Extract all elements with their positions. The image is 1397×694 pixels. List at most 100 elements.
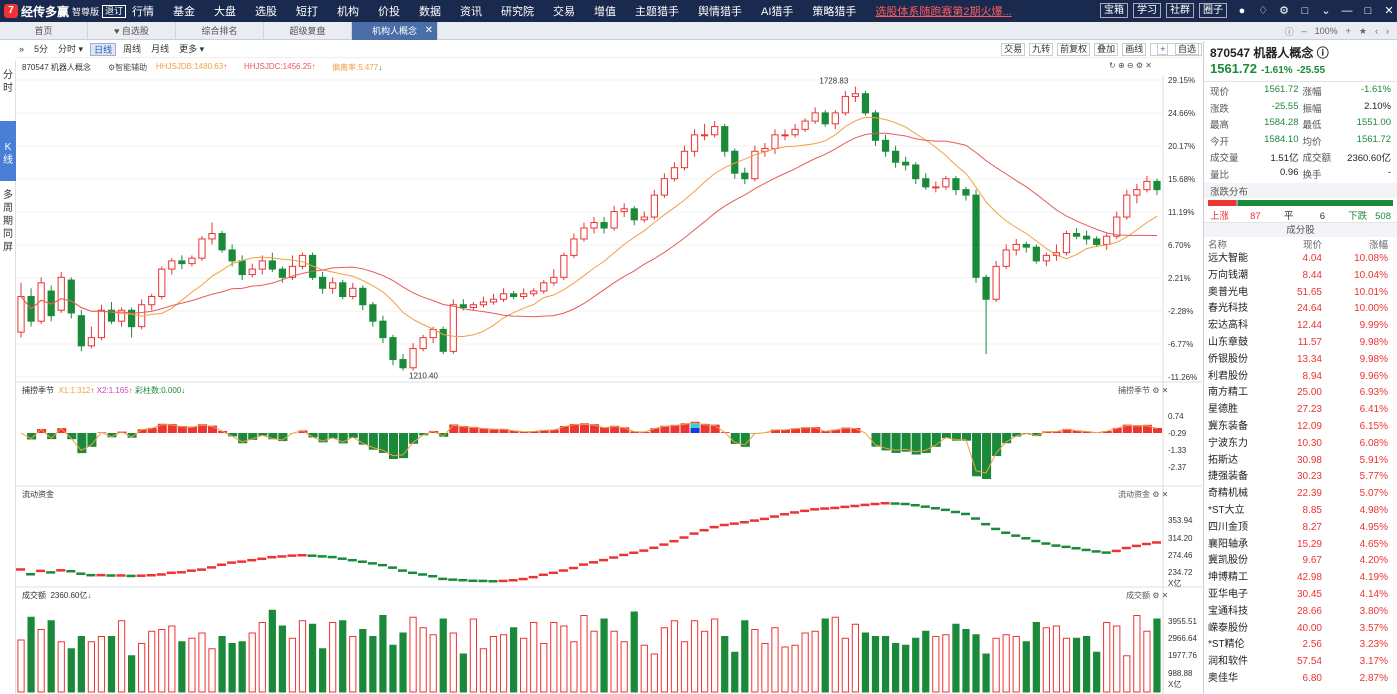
community-button[interactable]: 社群 (1166, 3, 1194, 18)
menu-item[interactable]: 研究院 (501, 6, 534, 18)
menu-item[interactable]: 舆情猎手 (698, 6, 742, 18)
app-logo[interactable]: 7 经传多赢 智尊版 退订 (0, 3, 132, 20)
app-tag[interactable]: 退订 (102, 4, 127, 18)
stock-row[interactable]: 侨银股份 13.34 9.98% (1204, 352, 1397, 369)
smart-assist[interactable]: ⚙智能辅助 (108, 62, 147, 73)
stock-row[interactable]: 远大智能 4.04 10.08% (1204, 251, 1397, 268)
menu-item[interactable]: 机构 (337, 6, 359, 18)
tab-robot-concept[interactable]: 机构人概念 ✕ (352, 21, 438, 40)
info-icon[interactable]: ⓘ (1284, 26, 1294, 37)
draw-button[interactable]: 画线 (1122, 43, 1147, 56)
stock-row[interactable]: 嵘泰股份 40.00 3.57% (1204, 621, 1397, 638)
close-icon[interactable]: ✕ (1161, 386, 1169, 395)
zoom-out-icon[interactable]: – (1301, 26, 1307, 36)
tab-home[interactable]: 首页 (0, 21, 88, 40)
news-marquee[interactable]: 选股体系随跑赛第2期火爆... (875, 6, 1012, 18)
zoom-in-icon[interactable]: + (1345, 26, 1351, 36)
trade-button[interactable]: 交易 (1001, 43, 1026, 56)
stock-row[interactable]: *ST精伦 2.56 3.23% (1204, 637, 1397, 654)
chevron-right-icon[interactable]: › (1386, 26, 1389, 36)
chart-area[interactable]: 870547 机器人概念 ⚙智能辅助 HHJSJDB:1480.63↑ HHJS… (16, 58, 1202, 694)
col-change[interactable]: 涨幅 (1368, 240, 1388, 251)
stock-row[interactable]: 坤博精工 42.98 4.19% (1204, 570, 1397, 587)
stock-row[interactable]: 奇精机械 22.39 5.07% (1204, 486, 1397, 503)
vtab-multi-period[interactable]: 多周期同屏 (0, 181, 16, 271)
stock-row[interactable]: 奥普光电 51.65 10.01% (1204, 285, 1397, 302)
menu-item[interactable]: 数据 (419, 6, 441, 18)
stock-row[interactable]: 星德胜 27.23 6.41% (1204, 402, 1397, 419)
period-daily[interactable]: 日线 (90, 42, 117, 56)
menu-item[interactable]: 主题猎手 (635, 6, 679, 18)
stock-row[interactable]: 冀东装备 12.09 6.15% (1204, 419, 1397, 436)
close-icon[interactable]: ✕ (1161, 490, 1169, 499)
stock-row[interactable]: 宁波东力 10.30 6.08% (1204, 436, 1397, 453)
period-more[interactable]: 更多 ▾ (179, 43, 205, 54)
minimize-icon[interactable]: — (1341, 4, 1353, 17)
stock-row[interactable]: 万向钱潮 8.44 10.04% (1204, 268, 1397, 285)
expand-icon[interactable]: » (19, 43, 25, 54)
close-icon[interactable]: ✕ (1145, 61, 1152, 70)
tab-close-icon[interactable]: ✕ (424, 24, 433, 36)
period-monthly[interactable]: 月线 (151, 43, 170, 54)
close-icon[interactable]: ✕ (1161, 591, 1169, 600)
menu-item[interactable]: 选股 (255, 6, 277, 18)
vtab-kline[interactable]: K线 (0, 121, 16, 181)
circle-button[interactable]: 圈子 (1199, 3, 1227, 18)
menu-item[interactable]: 短打 (296, 6, 318, 18)
stock-row[interactable]: 襄阳轴承 15.29 4.65% (1204, 537, 1397, 554)
tab-watchlist[interactable]: ♥ 自选股 (88, 21, 176, 40)
menu-item[interactable]: 行情 (132, 6, 154, 18)
pin-icon[interactable]: ★ (1358, 25, 1367, 36)
bell-icon[interactable]: ♢ (1258, 4, 1268, 17)
chevron-left-icon[interactable]: ‹ (1375, 26, 1378, 36)
chevron-down-icon[interactable]: ⌄ (1321, 4, 1331, 17)
zoom-out-icon[interactable]: ⊖ (1126, 61, 1134, 70)
col-price[interactable]: 现价 (1302, 240, 1322, 251)
gear-icon[interactable]: ⚙ (1152, 591, 1160, 600)
adjust-button[interactable]: 前复权 (1057, 43, 1091, 56)
gear-icon[interactable]: ⚙ (1279, 4, 1289, 17)
stock-row[interactable]: 冀凯股份 9.67 4.20% (1204, 553, 1397, 570)
gear-icon[interactable]: ⚙ (1152, 490, 1160, 499)
treasure-button[interactable]: 宝箱 (1100, 3, 1128, 18)
stock-row[interactable]: 南方精工 25.00 6.93% (1204, 385, 1397, 402)
nine-turn-button[interactable]: 九转 (1029, 43, 1054, 56)
stock-row[interactable]: 利君股份 8.94 9.96% (1204, 369, 1397, 386)
stock-row[interactable]: 春光科技 24.64 10.00% (1204, 301, 1397, 318)
col-name[interactable]: 名称 (1208, 240, 1228, 251)
learn-button[interactable]: 学习 (1133, 3, 1161, 18)
maximize-icon[interactable]: □ (1364, 4, 1372, 17)
tab-review[interactable]: 超级复盘 (264, 21, 352, 40)
add-watchlist-button[interactable]: + 自选 (1150, 43, 1202, 56)
stock-row[interactable]: 润和软件 57.54 3.17% (1204, 654, 1397, 671)
menu-item[interactable]: 资讯 (460, 6, 482, 18)
menu-item[interactable]: 策略猎手 (812, 6, 857, 18)
stock-row[interactable]: 亚华电子 30.45 4.14% (1204, 587, 1397, 604)
stock-row[interactable]: 捷强装备 30.23 5.77% (1204, 469, 1397, 486)
stock-row[interactable]: 山东章鼓 11.57 9.98% (1204, 335, 1397, 352)
vtab-intraday[interactable]: 分时 (0, 61, 16, 121)
zoom-in-icon[interactable]: ⊕ (1117, 61, 1125, 70)
close-icon[interactable]: ✕ (1384, 4, 1394, 17)
menu-item[interactable]: 基金 (173, 6, 195, 18)
period-5min[interactable]: 5分 (34, 43, 49, 54)
period-weekly[interactable]: 周线 (123, 43, 142, 54)
stock-row[interactable]: *ST大立 8.85 4.98% (1204, 503, 1397, 520)
gear-icon[interactable]: ⚙ (1135, 61, 1143, 70)
menu-item[interactable]: 交易 (553, 6, 575, 18)
info-icon[interactable]: ⓘ (1316, 46, 1329, 60)
overlay-button[interactable]: 叠加 (1094, 43, 1119, 56)
stock-row[interactable]: 宝通科技 28.66 3.80% (1204, 604, 1397, 621)
stock-row[interactable]: 奥佳华 6.80 2.87% (1204, 671, 1397, 688)
period-intraday[interactable]: 分时 ▾ (58, 43, 84, 54)
user-icon[interactable]: ● (1238, 4, 1246, 17)
stock-row[interactable]: 拓斯达 30.98 5.91% (1204, 453, 1397, 470)
gear-icon[interactable]: ⚙ (1152, 386, 1160, 395)
stock-row[interactable]: 四川金顶 8.27 4.95% (1204, 520, 1397, 537)
stock-row[interactable]: 宏达高科 12.44 9.99% (1204, 318, 1397, 335)
window-icon[interactable]: □ (1301, 4, 1309, 17)
menu-item[interactable]: AI猎手 (761, 6, 794, 18)
menu-item[interactable]: 大盘 (214, 6, 236, 18)
refresh-icon[interactable]: ↻ (1109, 61, 1116, 70)
tab-ranking[interactable]: 综合排名 (176, 21, 264, 40)
